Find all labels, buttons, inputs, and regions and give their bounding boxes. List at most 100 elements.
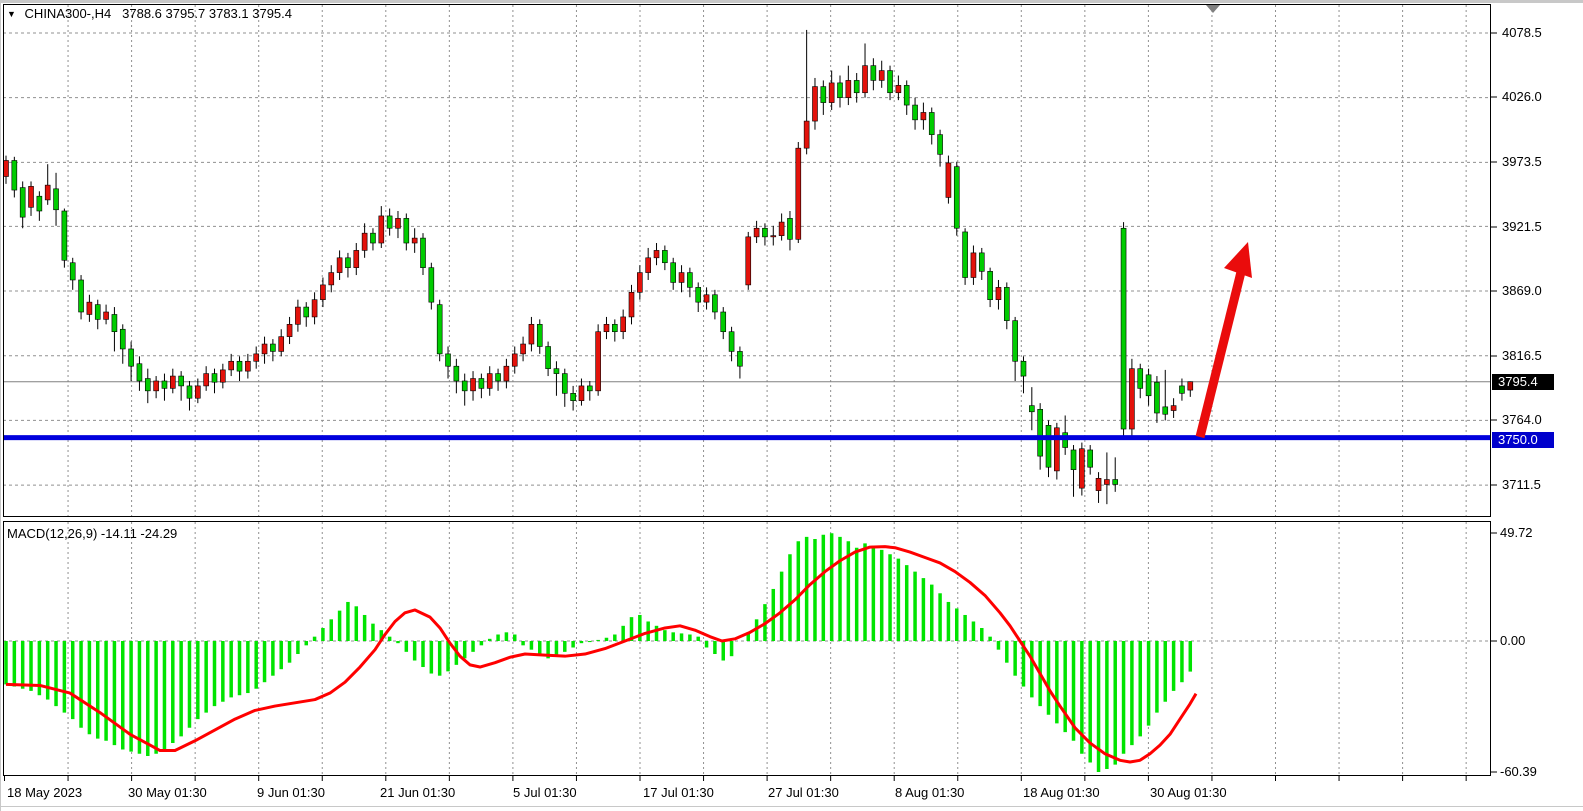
candle-body	[486, 373, 493, 389]
candle-body	[787, 218, 793, 240]
macd-axis-label: 49.72	[1500, 525, 1533, 540]
candle-body	[595, 331, 601, 392]
candle-body	[203, 373, 209, 387]
symbol-timeframe: CHINA300-,H4	[24, 6, 112, 21]
candle-body	[670, 262, 677, 283]
candle-body	[153, 380, 159, 392]
candle-body	[1179, 385, 1185, 394]
symbol-down-triangle-icon[interactable]: ▼	[7, 9, 16, 19]
time-axis-label: 21 Jun 01:30	[380, 785, 456, 800]
price-axis-label: 3973.5	[1502, 154, 1542, 169]
candle-body	[1037, 409, 1043, 457]
candle-body	[144, 378, 151, 392]
candle-body	[278, 336, 285, 352]
candle-body	[1162, 406, 1169, 415]
candle-body	[453, 365, 460, 382]
trend-arrow-shaft	[1195, 270, 1246, 439]
candle-body	[1012, 320, 1018, 362]
candle-body	[61, 210, 68, 261]
macd-axis-label: 0.00	[1500, 633, 1526, 648]
candle-body	[920, 112, 927, 121]
candle-body	[603, 324, 610, 333]
price-axis-label: 3816.5	[1502, 348, 1542, 363]
candle-body	[211, 373, 218, 383]
candle-body	[245, 360, 251, 372]
candle-body	[428, 267, 435, 303]
candle-body	[1129, 368, 1135, 430]
candle-body	[845, 80, 852, 98]
price-axis-label: 3921.5	[1502, 219, 1542, 234]
candle-body	[253, 353, 259, 362]
candle-body	[762, 227, 768, 238]
candle-body	[53, 188, 59, 211]
time-axis-label: 18 May 2023	[7, 785, 83, 800]
candle-body	[1045, 425, 1052, 468]
candle-body	[561, 373, 568, 394]
candle-body	[978, 252, 985, 272]
candle-body	[820, 86, 827, 103]
candle-body	[695, 287, 702, 303]
macd-signal-line	[5, 545, 1198, 764]
candle-body	[236, 360, 243, 372]
candle-body	[620, 316, 626, 333]
candle-body	[270, 343, 276, 352]
candle-body	[1095, 477, 1102, 491]
candle-body	[286, 324, 293, 337]
candle-body	[403, 218, 410, 244]
time-axis-label: 30 May 01:30	[128, 785, 207, 800]
candle-body	[228, 360, 234, 371]
candle-body	[878, 70, 885, 81]
candle-body	[386, 215, 393, 229]
candle-body	[903, 85, 910, 106]
time-axis-label: 27 Jul 01:30	[768, 785, 839, 800]
candle-body	[161, 380, 168, 389]
candle-body	[803, 120, 810, 149]
candle-body	[1054, 427, 1060, 472]
candle-body	[303, 306, 310, 318]
candle-body	[987, 271, 993, 300]
candle-body	[553, 368, 560, 374]
candle-body	[628, 291, 635, 318]
candle-body	[78, 279, 84, 313]
candle-body	[1070, 449, 1077, 470]
candle-body	[662, 250, 668, 264]
price-panel-border	[3, 4, 1491, 517]
price-axis-label: 4078.5	[1502, 25, 1542, 40]
candle-body	[1079, 448, 1085, 489]
candle-body	[36, 195, 43, 212]
candle-body	[653, 250, 660, 259]
time-axis-label: 30 Aug 01:30	[1150, 785, 1227, 800]
time-axis-label: 18 Aug 01:30	[1023, 785, 1100, 800]
candle-body	[1112, 479, 1119, 485]
candle-body	[828, 82, 835, 103]
candle-body	[86, 301, 93, 315]
candle-body	[912, 104, 918, 121]
candle-body	[111, 314, 118, 333]
candle-body	[495, 373, 501, 382]
support-line	[3, 435, 1491, 441]
candle-body	[461, 380, 468, 392]
candle-body	[1154, 381, 1160, 414]
candle-body	[737, 351, 743, 367]
current-price-badge: 3795.4	[1492, 374, 1554, 390]
candle-body	[937, 134, 943, 155]
chart-title: ▼ CHINA300-,H4 3788.6 3795.7 3783.1 3795…	[7, 7, 292, 21]
candle-body	[678, 272, 685, 283]
candle-body	[511, 353, 518, 367]
candle-body	[945, 162, 952, 198]
candle-body	[745, 236, 752, 286]
candle-body	[953, 166, 960, 229]
candle-body	[478, 378, 485, 389]
candle-body	[28, 186, 34, 208]
end-marker-triangle-icon[interactable]	[1206, 5, 1220, 13]
candle-body	[3, 160, 9, 177]
time-axis-label: 9 Jun 01:30	[257, 785, 325, 800]
candle-body	[19, 187, 26, 218]
candle-body	[11, 160, 18, 191]
candle-body	[545, 346, 551, 369]
candle-body	[1104, 479, 1110, 485]
candle-body	[44, 184, 51, 201]
candle-body	[870, 65, 877, 81]
